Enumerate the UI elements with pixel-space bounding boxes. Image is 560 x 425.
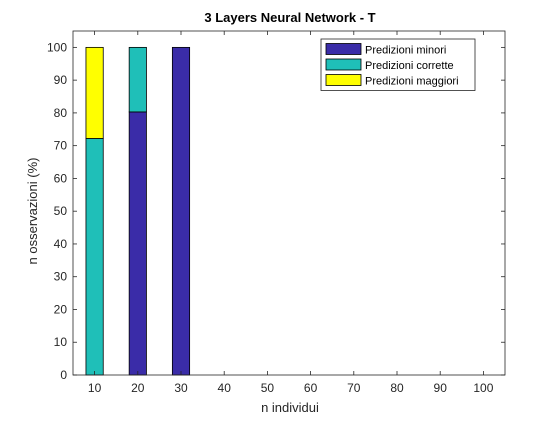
- bar-20-series-1: [128, 46, 147, 113]
- bar-10-series-2: [85, 46, 104, 139]
- legend: Predizioni minori Predizioni corrette Pred…: [320, 38, 476, 91]
- y-tick-label: 70: [54, 139, 68, 153]
- x-tick-label: 10: [88, 381, 102, 395]
- y-tick-label: 0: [60, 368, 67, 382]
- legend-swatch-1: [325, 58, 362, 71]
- y-tick-label: 60: [54, 171, 68, 185]
- y-tick-label: 90: [54, 73, 68, 87]
- legend-swatch-2: [325, 74, 362, 86]
- y-tick-label: 80: [54, 106, 68, 120]
- x-tick-label: 80: [390, 381, 404, 395]
- legend-label-1: Predizioni corrette: [365, 60, 454, 72]
- bar-10-series-1: [85, 138, 104, 376]
- y-tick-label: 50: [54, 204, 68, 218]
- bar-20-series-0: [128, 111, 147, 376]
- x-tick-label: 60: [304, 381, 318, 395]
- bar-30-series-0: [171, 46, 191, 376]
- legend-label-0: Predizioni minori: [365, 45, 446, 57]
- x-tick-label: 90: [434, 381, 448, 395]
- x-tick-label: 30: [174, 381, 188, 395]
- x-tick-label: 20: [131, 381, 145, 395]
- x-tick-label: 70: [347, 381, 361, 395]
- legend-label-2: Predizioni maggiori: [365, 76, 459, 88]
- y-tick-label: 10: [54, 335, 68, 349]
- x-tick-label: 50: [261, 381, 275, 395]
- x-tick-label: 100: [473, 381, 493, 395]
- legend-swatch-0: [325, 43, 362, 55]
- axes-box: [72, 30, 506, 376]
- chart-title: 3 Layers Neural Network - T: [204, 10, 375, 25]
- x-tick-label: 40: [218, 381, 232, 395]
- y-tick-label: 20: [54, 302, 68, 316]
- y-tick-label: 100: [47, 40, 67, 54]
- y-axis-label: n osservazioni (%): [25, 158, 40, 265]
- y-tick-label: 30: [54, 270, 68, 284]
- x-axis-label: n individui: [261, 400, 319, 415]
- y-tick-label: 40: [54, 237, 68, 251]
